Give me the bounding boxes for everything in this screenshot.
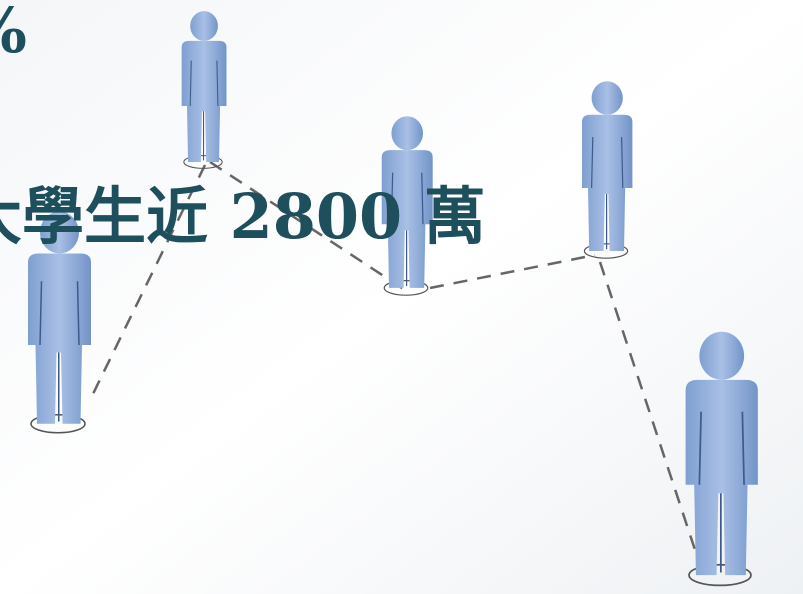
- headline: 大學生近 2800 萬: [0, 180, 486, 253]
- percent-text: %: [0, 0, 27, 67]
- connections: [88, 160, 702, 566]
